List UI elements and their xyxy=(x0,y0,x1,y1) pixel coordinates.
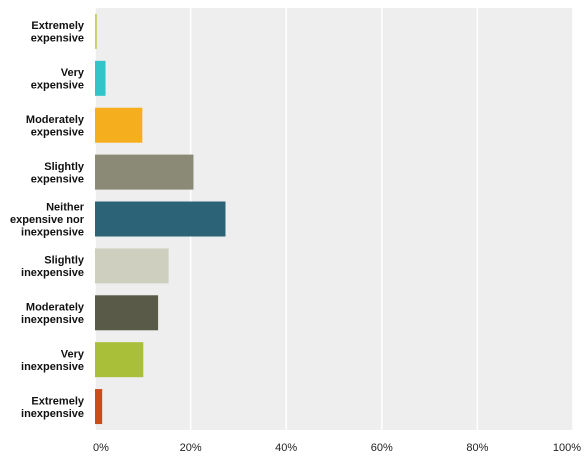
category-label-line: expensive xyxy=(31,173,84,185)
category-label-line: Moderately xyxy=(26,302,85,314)
x-tick-label: 0% xyxy=(93,442,109,454)
category-label-line: Slightly xyxy=(44,255,85,267)
category-label: Slightly inexpensive xyxy=(21,255,85,280)
category-label-line: Slightly xyxy=(44,161,85,173)
bar xyxy=(95,201,226,237)
bar xyxy=(95,248,169,284)
category-label-line: Moderately xyxy=(26,114,85,126)
category-label: Extremely expensive xyxy=(31,20,85,44)
category-label: Extremely inexpensive xyxy=(21,395,85,420)
category-label: Neither expensive nor inexpensive xyxy=(10,202,85,239)
bars xyxy=(95,13,226,425)
category-label: Slightly expensive xyxy=(31,161,85,186)
category-label-line: expensive xyxy=(31,80,84,92)
category-label-line: inexpensive xyxy=(21,267,84,279)
bar xyxy=(95,342,144,378)
category-label: Very inexpensive xyxy=(21,348,85,373)
category-label-line: expensive xyxy=(31,33,84,45)
x-tick-label: 20% xyxy=(180,442,202,454)
x-tick-label: 100% xyxy=(553,442,581,454)
category-label: Moderately inexpensive xyxy=(21,302,85,327)
x-tick-label: 80% xyxy=(466,442,488,454)
category-label-line: expensive xyxy=(31,126,84,138)
bar xyxy=(95,60,106,96)
category-label-line: inexpensive xyxy=(21,408,84,420)
bar xyxy=(95,389,103,425)
category-label-line: expensive nor xyxy=(10,214,85,226)
category-label-line: inexpensive xyxy=(21,361,84,373)
category-label: Moderately expensive xyxy=(26,114,85,139)
category-label-line: Very xyxy=(61,67,85,79)
category-label-line: Extremely xyxy=(31,395,84,407)
bar xyxy=(95,13,97,49)
category-label-line: Very xyxy=(61,348,85,360)
bar xyxy=(95,107,143,143)
category-label-line: Extremely xyxy=(31,20,84,32)
x-tick-labels: 0% 20% 40% 60% 80% 100% xyxy=(93,442,581,454)
bar xyxy=(95,154,194,190)
category-label-line: Neither xyxy=(46,202,85,214)
category-label-line: inexpensive xyxy=(21,227,84,239)
x-tick-label: 60% xyxy=(371,442,393,454)
x-tick-label: 40% xyxy=(275,442,297,454)
category-label-line: inexpensive xyxy=(21,314,84,326)
bar xyxy=(95,295,159,331)
category-label: Very expensive xyxy=(31,67,85,92)
